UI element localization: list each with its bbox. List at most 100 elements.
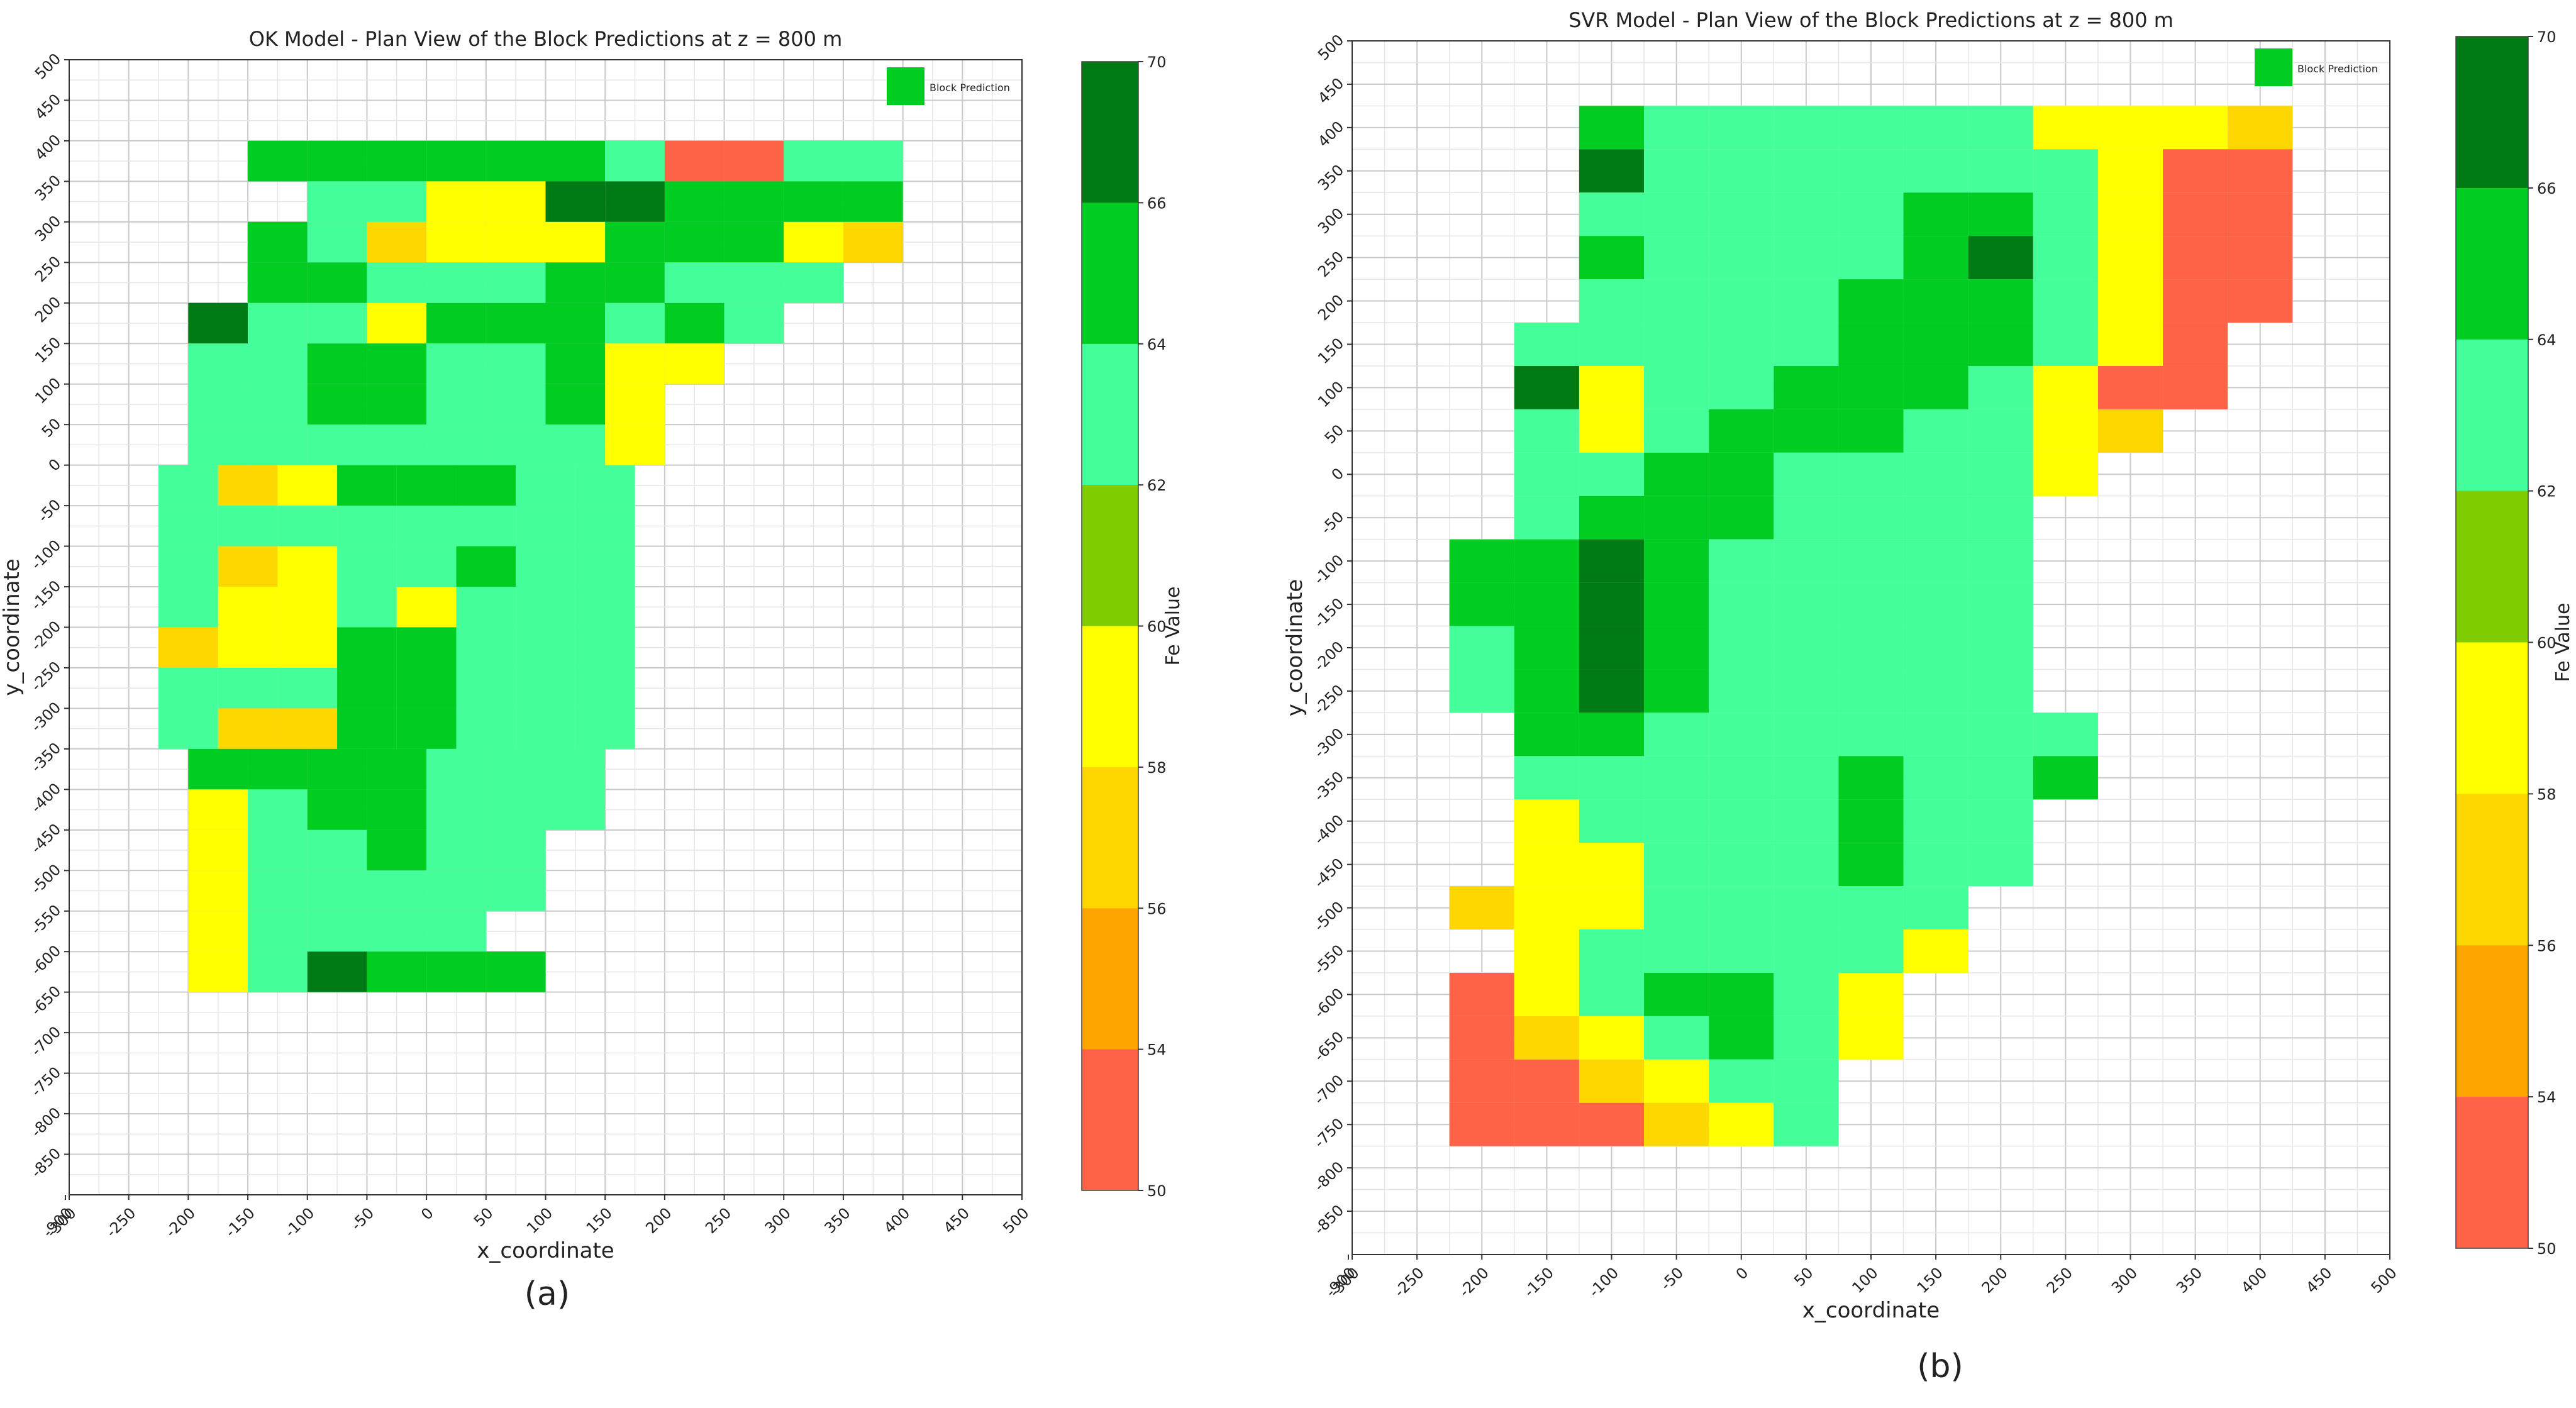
heatmap-cell [664, 140, 724, 182]
heatmap-cell [1579, 279, 1645, 323]
heatmap-cell [396, 465, 457, 506]
x-tick-label: 200 [1979, 1264, 2011, 1297]
chart-panel-svr: SVR Model - Plan View of the Block Predi… [1282, 8, 2574, 1385]
heatmap-cell [396, 587, 457, 628]
heatmap-cell [1644, 409, 1709, 453]
heatmap-cell [1838, 626, 1904, 670]
heatmap-cell [1514, 1059, 1579, 1103]
x-tick-label: 150 [583, 1204, 616, 1237]
heatmap-cell [2163, 106, 2228, 150]
heatmap-cell [1838, 496, 1904, 540]
heatmap-cell [426, 221, 486, 263]
y-tick-label: 100 [31, 374, 64, 407]
heatmap-cell [1838, 1016, 1904, 1060]
heatmap-cell [218, 627, 278, 668]
heatmap-cell [575, 465, 635, 506]
heatmap-cell [486, 302, 546, 344]
colorbar-tick-label: 64 [2537, 331, 2557, 349]
heatmap-cell [1774, 365, 1839, 409]
heatmap-cell [188, 911, 248, 952]
x-tick-label: 300 [762, 1204, 794, 1237]
heatmap-cell [1579, 1102, 1645, 1146]
heatmap-cell [1644, 843, 1709, 887]
heatmap-cell [1579, 929, 1645, 973]
heatmap-cell [1514, 886, 1579, 930]
colorbar-label: Fe Value [1162, 587, 1184, 666]
heatmap-cell [1838, 106, 1904, 150]
heatmap-cell [1449, 582, 1514, 626]
y-tick-label: 0 [1328, 465, 1348, 484]
heatmap-cell [1514, 365, 1579, 409]
y-tick-label: -300 [28, 699, 64, 735]
heatmap-cell [1774, 712, 1839, 757]
heatmap-cell [1903, 149, 1968, 193]
colorbar-tick-label: 66 [1147, 194, 1167, 212]
heatmap-cell [1579, 756, 1645, 800]
heatmap-cell [1774, 452, 1839, 496]
y-tick-label: -550 [28, 901, 64, 938]
heatmap-cell [486, 343, 546, 384]
colorbar-tick-label: 62 [2537, 483, 2557, 501]
heatmap-cell [545, 181, 606, 222]
heatmap-cell [486, 748, 546, 790]
x-tick-label: -150 [221, 1204, 258, 1241]
heatmap-cell [337, 587, 397, 628]
y-tick-label: 0 [45, 455, 65, 475]
y-tick-label: -450 [1311, 855, 1347, 891]
colorbar-band [2456, 36, 2528, 189]
heatmap-cell [248, 262, 308, 303]
heatmap-cell [1449, 539, 1514, 583]
heatmap-cell [1838, 756, 1904, 800]
heatmap-cell [2097, 323, 2163, 366]
heatmap-cell [1644, 712, 1709, 757]
heatmap-cell [307, 789, 367, 830]
heatmap-cell [1838, 279, 1904, 323]
heatmap-cell [2163, 323, 2228, 366]
heatmap-cell [158, 627, 218, 668]
heatmap-cell [1644, 756, 1709, 800]
colorbar-band [1082, 1049, 1138, 1191]
colorbar-band [2456, 1097, 2528, 1249]
heatmap-cell [218, 465, 278, 506]
heatmap-cell [1514, 409, 1579, 453]
colorbar-band [2456, 187, 2528, 340]
heatmap-cell [158, 708, 218, 749]
heatmap-cell [2033, 756, 2098, 800]
heatmap-cell [367, 384, 427, 425]
heatmap-cell [1644, 1102, 1709, 1146]
colorbar-band [1082, 626, 1138, 768]
heatmap-cell [456, 546, 516, 587]
x-tick-label: 100 [1848, 1264, 1881, 1297]
heatmap-cell [2097, 192, 2163, 236]
heatmap-cell [1903, 452, 1968, 496]
heatmap-cell [307, 140, 367, 182]
heatmap-cell [1838, 929, 1904, 973]
y-tick-label: 300 [1314, 204, 1347, 237]
heatmap-cell [307, 424, 367, 465]
heatmap-cell [1903, 365, 1968, 409]
heatmap-cell [1579, 409, 1645, 453]
heatmap-cell [1774, 409, 1839, 453]
heatmap-cell [1709, 1059, 1774, 1103]
x-tick-label: 250 [702, 1204, 735, 1237]
heatmap-cell [1709, 365, 1774, 409]
heatmap-cell [1774, 149, 1839, 193]
heatmap-cell [1968, 799, 2033, 843]
y-tick-label: -50 [1318, 508, 1348, 538]
heatmap-cell [1709, 1016, 1774, 1060]
colorbar-band [1082, 767, 1138, 909]
y-tick-label: -550 [1311, 941, 1347, 978]
legend-label: Block Prediction [930, 82, 1010, 94]
heatmap-cell [724, 262, 784, 303]
heatmap-cell [426, 911, 486, 952]
heatmap-cell [1968, 712, 2033, 757]
panel-label: (a) [525, 1275, 570, 1313]
heatmap-cell [1709, 972, 1774, 1016]
heatmap-cell [1709, 582, 1774, 626]
heatmap-cell [307, 870, 367, 911]
heatmap-cell [367, 140, 427, 182]
heatmap-cell [396, 506, 457, 546]
colorbar-tick-label: 50 [2537, 1240, 2557, 1258]
heatmap-cell [1514, 669, 1579, 713]
